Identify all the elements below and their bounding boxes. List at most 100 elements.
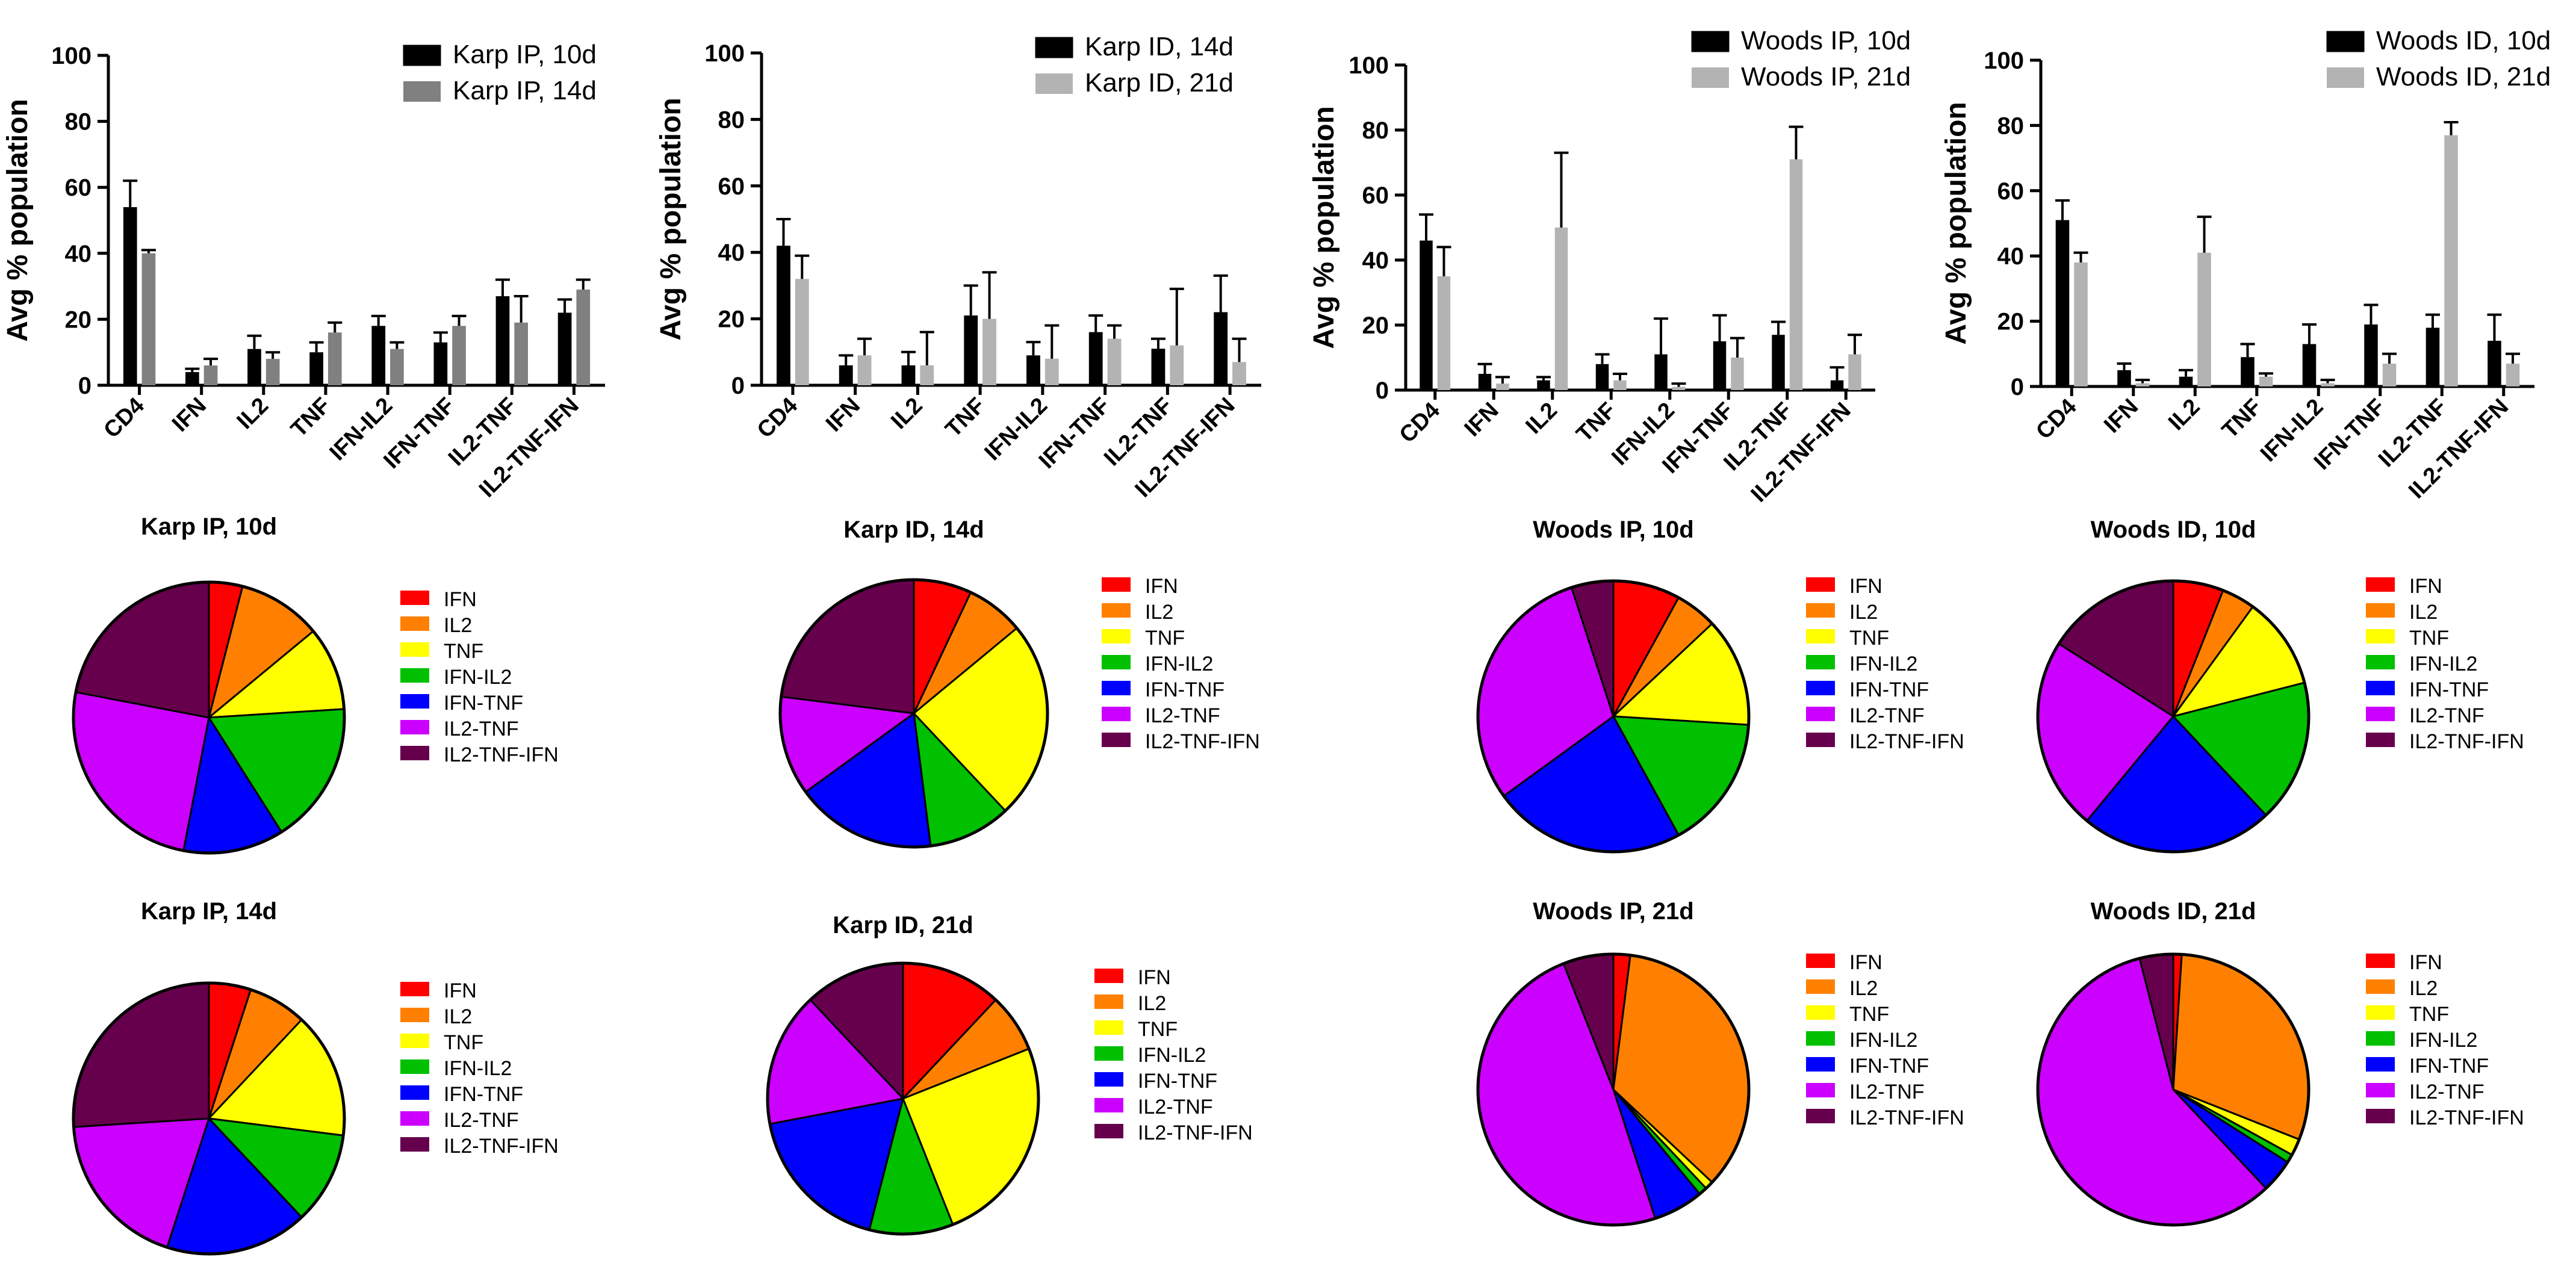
bar bbox=[2074, 262, 2088, 386]
x-tick-label: TNF bbox=[286, 393, 335, 442]
legend-label: IL2 bbox=[444, 614, 472, 637]
legend-label: IL2-TNF bbox=[2409, 704, 2484, 727]
x-tick-label: IL2 bbox=[1521, 398, 1563, 439]
legend-swatch bbox=[1094, 994, 1123, 1009]
legend-label: IFN-IL2 bbox=[2409, 653, 2477, 675]
bar bbox=[795, 279, 809, 385]
legend-label: IFN-TNF bbox=[1138, 1070, 1217, 1093]
bar bbox=[1672, 386, 1686, 390]
pie-chart-3: Woods IP, 10d IFN IL2 TNF IFN-IL2 IFN-TNF IL2-… bbox=[1476, 516, 1964, 854]
y-tick-label: 20 bbox=[65, 306, 92, 333]
bar bbox=[203, 365, 218, 385]
bar bbox=[777, 246, 790, 385]
y-tick-label: 80 bbox=[1997, 113, 2025, 139]
bar bbox=[1848, 354, 1861, 390]
bar bbox=[2382, 364, 2397, 386]
bar bbox=[2179, 376, 2193, 386]
y-tick-label: 80 bbox=[65, 109, 92, 135]
legend-label: TNF bbox=[1849, 627, 1889, 650]
pie-outline bbox=[2036, 579, 2311, 854]
pie-title: Woods ID, 10d bbox=[2091, 516, 2256, 543]
legend-swatch bbox=[2366, 1109, 2395, 1123]
legend-swatch bbox=[2366, 655, 2395, 669]
x-tick-label: IFN bbox=[2099, 394, 2143, 438]
legend-label: IL2 bbox=[1145, 601, 1173, 624]
bar bbox=[495, 296, 510, 385]
bar bbox=[1044, 358, 1059, 385]
y-tick-label: 80 bbox=[1362, 117, 1389, 144]
legend-swatch bbox=[1806, 733, 1835, 747]
pie-chart-7: Woods IP, 21d IFN IL2 TNF IFN-IL2 IFN-TNF IL2-… bbox=[1476, 898, 1964, 1227]
legend-label: IL2-TNF-IFN bbox=[1849, 1106, 1964, 1129]
legend-swatch bbox=[1102, 655, 1131, 669]
legend-label: Woods ID, 21d bbox=[2376, 62, 2551, 92]
bar bbox=[1830, 380, 1844, 390]
legend-swatch bbox=[2366, 1083, 2395, 1097]
pie-slice bbox=[780, 579, 915, 715]
legend-swatch bbox=[400, 668, 429, 683]
legend-swatch bbox=[1806, 1031, 1835, 1046]
bar bbox=[309, 352, 323, 385]
legend-swatch bbox=[1806, 655, 1835, 669]
y-tick-label: 20 bbox=[1362, 312, 1389, 339]
legend-label: IFN bbox=[2409, 575, 2442, 598]
x-tick-label: IFN bbox=[821, 393, 865, 437]
x-tick-label: IL2 bbox=[886, 393, 928, 435]
legend-label: IFN-TNF bbox=[444, 692, 523, 715]
legend-label: IFN bbox=[1145, 575, 1178, 598]
y-tick-label: 60 bbox=[1362, 182, 1389, 209]
y-tick-label: 100 bbox=[1984, 48, 2024, 74]
y-tick-label: 40 bbox=[1362, 247, 1389, 274]
x-tick-label: IL2 bbox=[2164, 394, 2205, 436]
legend-label: IL2-TNF bbox=[444, 1109, 519, 1132]
y-tick-label: 40 bbox=[65, 241, 92, 267]
pie-chart-1: Karp IP, 10d IFN IL2 TNF IFN-IL2 IFN-TNF IL2-T… bbox=[72, 513, 559, 855]
legend-swatch bbox=[2366, 1057, 2395, 1072]
legend-label: Karp ID, 21d bbox=[1085, 68, 1234, 98]
legend-label: IL2-TNF bbox=[1849, 1081, 1925, 1103]
legend-label: IFN bbox=[1849, 951, 1882, 974]
bar bbox=[1420, 240, 1433, 390]
pie-title: Karp IP, 10d bbox=[141, 513, 277, 540]
y-tick-label: 0 bbox=[78, 373, 92, 399]
legend-swatch bbox=[1806, 1057, 1835, 1072]
legend-label: IL2-TNF-IFN bbox=[2409, 1106, 2524, 1129]
bar bbox=[982, 318, 996, 385]
legend-swatch bbox=[400, 982, 429, 996]
bar bbox=[390, 349, 404, 385]
bar bbox=[857, 355, 872, 385]
pie-title: Karp IP, 14d bbox=[141, 898, 277, 925]
bar-chart-2: 0 20 40 60 80 100 Avg % population CD4 IFN IL2 TNF… bbox=[655, 32, 1261, 503]
bar bbox=[2444, 135, 2458, 386]
bar bbox=[1554, 228, 1568, 390]
pie-chart-4: Woods ID, 10d IFN IL2 TNF IFN-IL2 IFN-TNF IL2-… bbox=[2036, 516, 2524, 854]
legend-label: IFN-IL2 bbox=[444, 666, 512, 689]
legend-label: IL2-TNF-IFN bbox=[1138, 1121, 1253, 1144]
bar bbox=[1654, 354, 1668, 390]
y-tick-label: 20 bbox=[718, 306, 745, 333]
legend-swatch bbox=[2366, 629, 2395, 644]
legend-label: IL2 bbox=[1849, 601, 1878, 624]
bar bbox=[557, 312, 572, 385]
legend-swatch bbox=[400, 591, 429, 605]
legend-swatch bbox=[1806, 707, 1835, 721]
legend-label: TNF bbox=[1145, 627, 1185, 650]
legend-swatch bbox=[1806, 577, 1835, 592]
y-tick-label: 40 bbox=[718, 240, 745, 266]
legend-label: IL2-TNF bbox=[1145, 704, 1220, 727]
bar bbox=[1731, 358, 1744, 390]
legend-swatch bbox=[1102, 707, 1131, 721]
legend-swatch bbox=[400, 1085, 429, 1100]
legend-label: Woods IP, 21d bbox=[1741, 62, 1911, 92]
bar bbox=[2425, 327, 2440, 386]
pie-title: Woods IP, 21d bbox=[1533, 898, 1693, 925]
legend-label: TNF bbox=[2409, 627, 2449, 650]
bar bbox=[1537, 380, 1550, 390]
legend-label: TNF bbox=[2409, 1003, 2449, 1026]
x-tick-label: CD4 bbox=[753, 393, 802, 443]
legend-swatch bbox=[1102, 733, 1131, 747]
legend-label: IFN-TNF bbox=[2409, 678, 2489, 701]
y-tick-label: 0 bbox=[731, 373, 745, 399]
bar bbox=[1478, 374, 1492, 390]
legend-label: TNF bbox=[1849, 1003, 1889, 1026]
